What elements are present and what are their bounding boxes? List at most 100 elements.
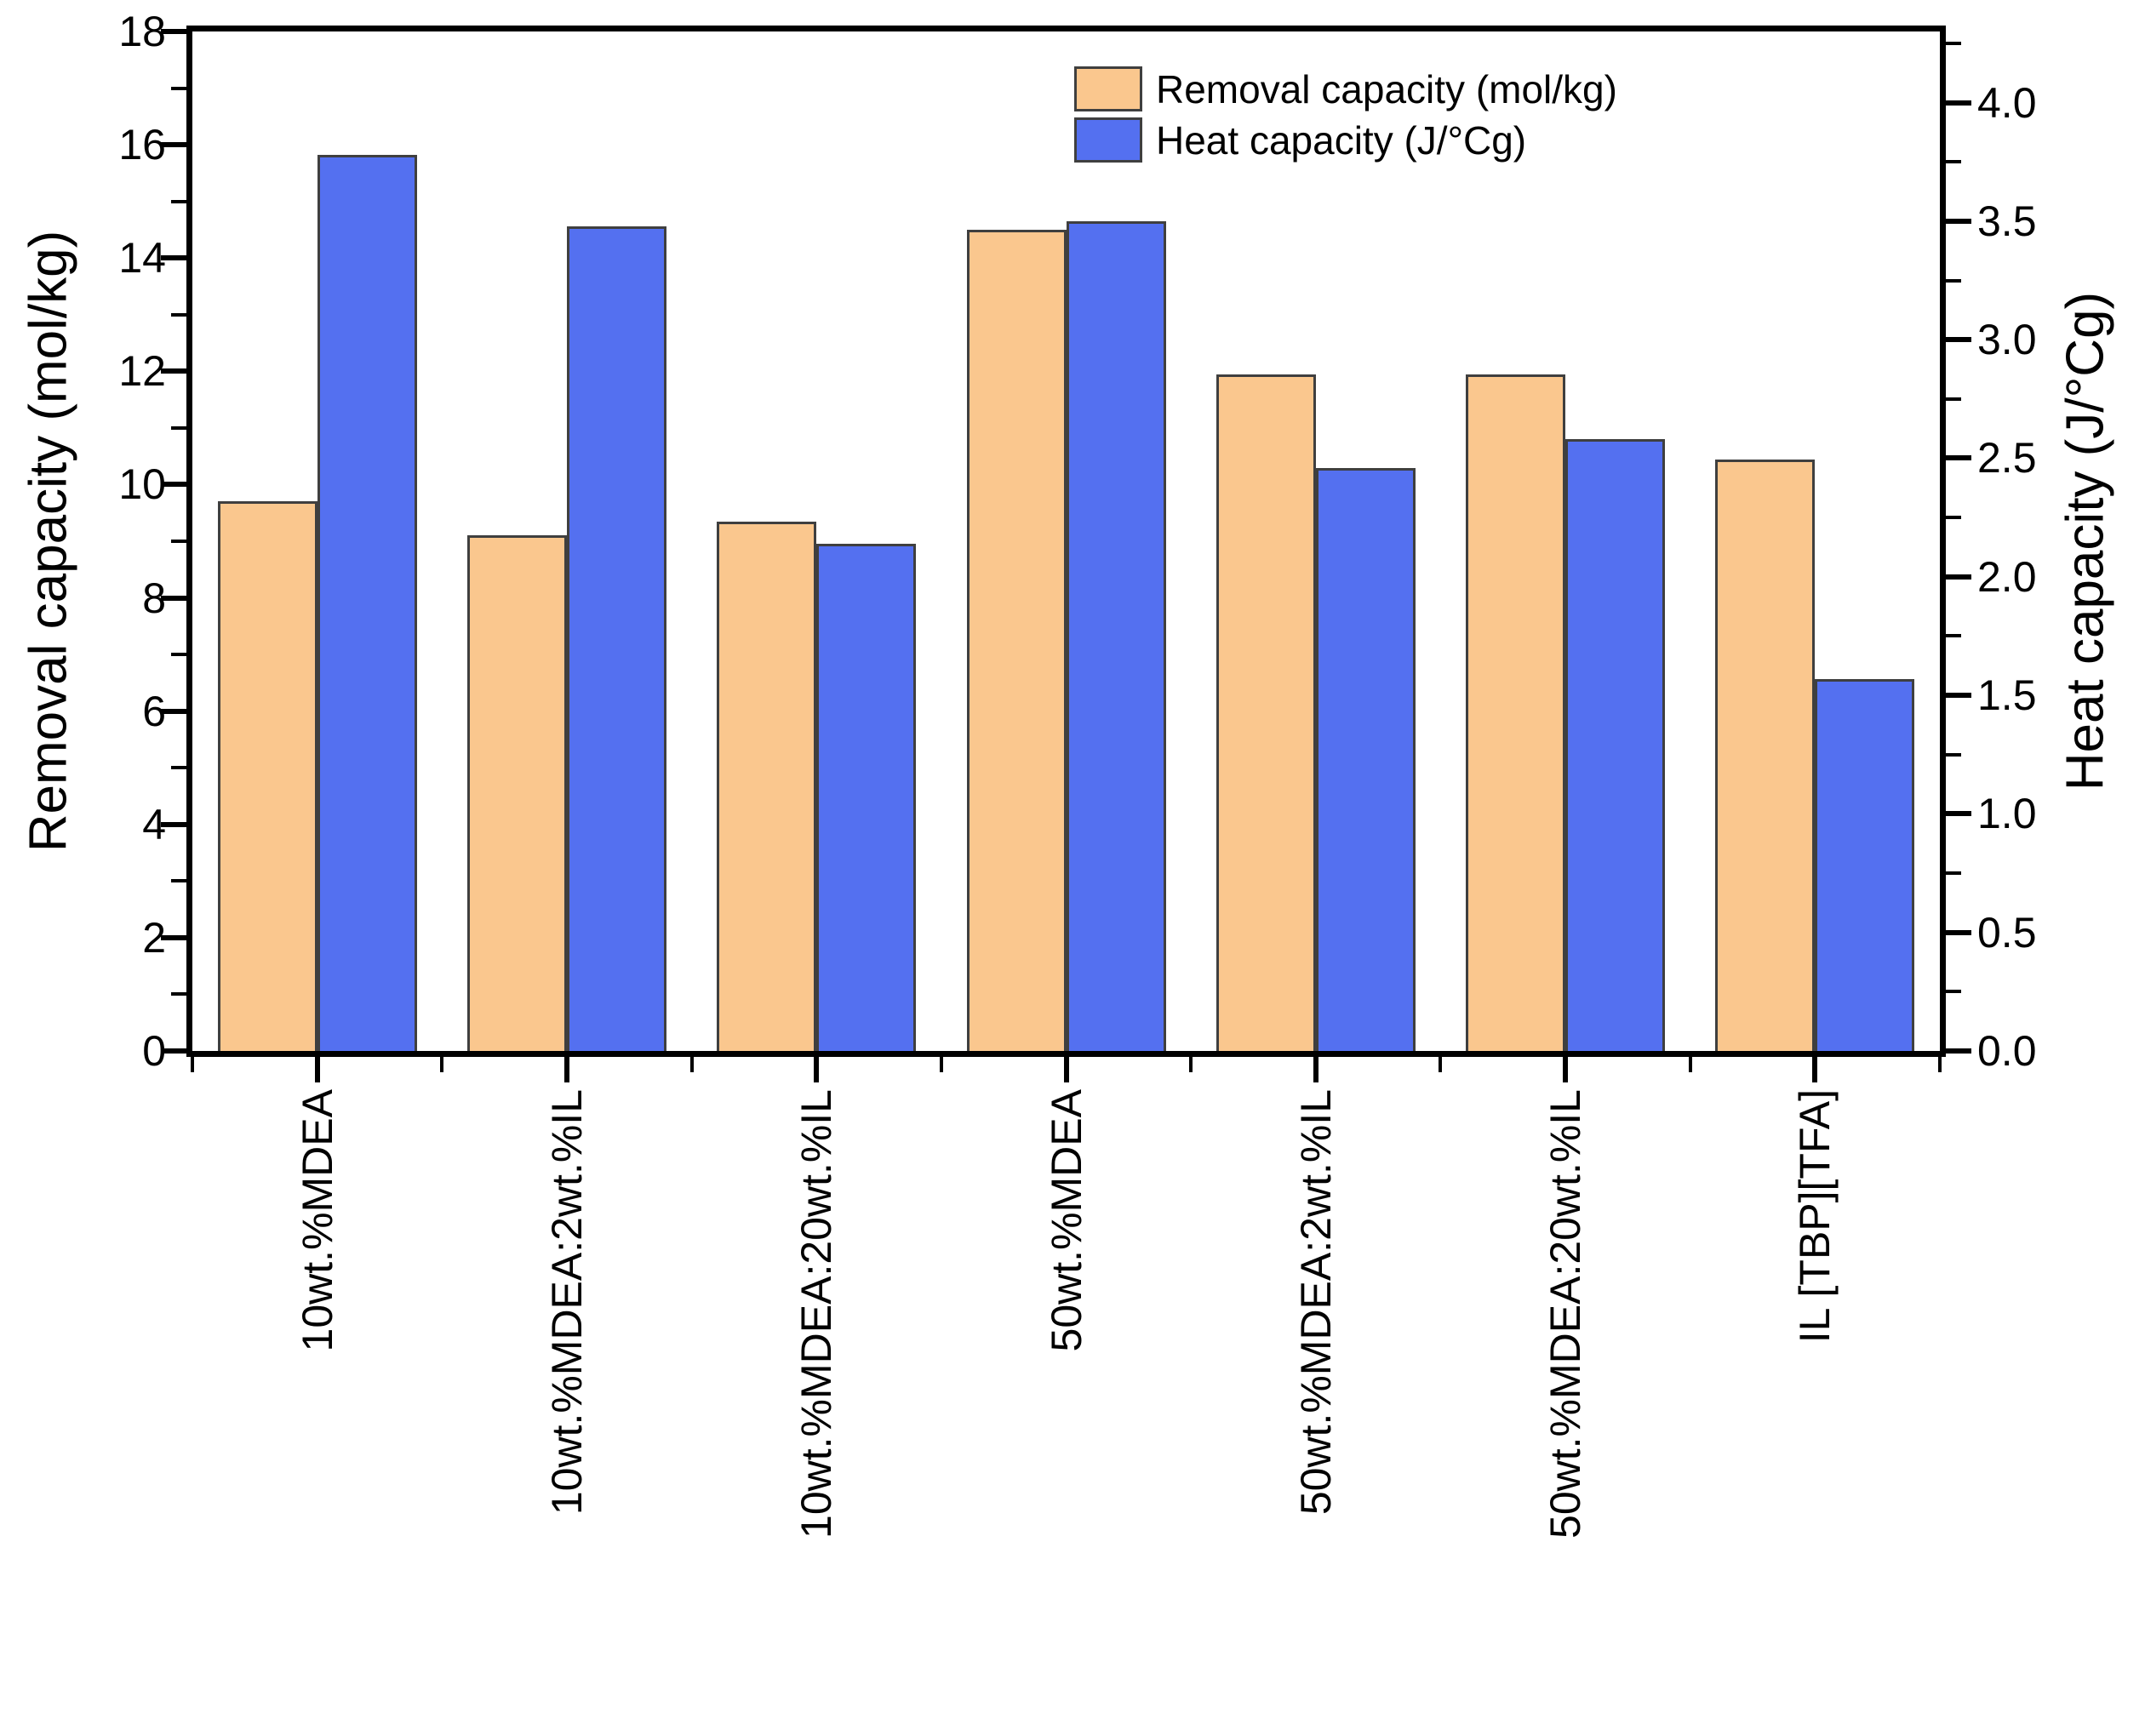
x-axis-major-tick <box>814 1057 820 1082</box>
legend-swatch-heat-capacity <box>1074 117 1142 163</box>
right-axis-minor-tick <box>1946 397 1961 401</box>
right-axis-tick-label: 4.0 <box>1977 78 2037 127</box>
legend-item-heat-capacity: Heat capacity (J/°Cg) <box>1074 117 1617 163</box>
left-axis-major-tick <box>161 934 186 940</box>
x-axis-major-tick <box>314 1057 320 1082</box>
left-axis-minor-tick <box>171 86 186 90</box>
bar-removal-capacity <box>1715 459 1816 1051</box>
bar-heat-capacity <box>816 543 917 1051</box>
x-axis-major-tick <box>563 1057 569 1082</box>
left-axis-tick-label: 18 <box>118 8 166 55</box>
left-axis-minor-tick <box>171 540 186 543</box>
right-axis-tick-label: 0.0 <box>1977 1027 2037 1075</box>
right-axis-minor-tick <box>1946 41 1961 45</box>
right-axis-major-tick <box>1946 218 1971 224</box>
bar-removal-capacity <box>717 521 817 1051</box>
plot-area: 0 2 4 6 8 10 12 14 16 18 0.0 0.5 1.0 1.5 2.0 2.5 3.0 3.5 4… <box>118 8 2036 1539</box>
left-axis-tick-label: 14 <box>118 234 166 283</box>
x-axis-tick-label: 10wt.%MDEA:20wt.%IL <box>792 1089 841 1539</box>
x-axis-minor-tick <box>191 1057 194 1072</box>
left-axis-tick-label: 4 <box>142 800 166 848</box>
right-axis-major-tick <box>1946 693 1971 699</box>
left-axis-tick-label: 12 <box>118 347 166 396</box>
left-axis-major-tick <box>161 595 186 601</box>
x-axis-tick-label: 50wt.%MDEA <box>1042 1089 1090 1352</box>
right-axis-tick-label: 1.0 <box>1977 790 2037 838</box>
legend-label-heat-capacity: Heat capacity (J/°Cg) <box>1156 117 1527 163</box>
bar-removal-capacity <box>966 229 1067 1051</box>
right-axis-tick-label: 2.0 <box>1977 552 2037 601</box>
right-axis-major-tick <box>1946 1048 1971 1054</box>
x-axis-minor-tick <box>1439 1057 1443 1072</box>
right-axis-minor-tick <box>1946 634 1961 638</box>
x-axis-minor-tick <box>1688 1057 1692 1072</box>
left-axis-major-tick <box>161 142 186 148</box>
right-axis-major-tick <box>1946 811 1971 817</box>
right-axis-major-tick <box>1946 337 1971 343</box>
x-axis-major-tick <box>1812 1057 1818 1082</box>
legend: Removal capacity (mol/kg) Heat capacity … <box>1074 66 1617 163</box>
left-axis-major-tick <box>161 29 186 34</box>
left-axis-title: Removal capacity (mol/kg) <box>19 230 78 853</box>
left-axis-minor-tick <box>171 425 186 430</box>
x-axis-tick-label: 10wt.%MDEA <box>293 1089 341 1352</box>
right-axis-minor-tick <box>1946 871 1961 876</box>
left-axis-minor-tick <box>171 992 186 996</box>
right-axis-tick-label: 3.0 <box>1977 316 2037 364</box>
left-axis-tick-label: 6 <box>142 687 166 735</box>
right-axis-major-tick <box>1946 574 1971 580</box>
left-axis-tick-label: 0 <box>142 1027 166 1075</box>
legend-label-removal-capacity: Removal capacity (mol/kg) <box>1156 66 1617 111</box>
x-axis-tick-label: 10wt.%MDEA:2wt.%IL <box>542 1089 591 1516</box>
left-axis-minor-tick <box>171 766 186 770</box>
right-axis-minor-tick <box>1946 278 1961 283</box>
left-axis-minor-tick <box>171 653 186 657</box>
left-axis-minor-tick <box>171 199 186 203</box>
right-axis-major-tick <box>1946 929 1971 935</box>
x-axis-tick-label: 50wt.%MDEA:20wt.%IL <box>1542 1089 1590 1539</box>
bar-heat-capacity <box>1815 678 1915 1051</box>
x-axis-major-tick <box>1063 1057 1069 1082</box>
bar-removal-capacity <box>217 501 317 1051</box>
bar-removal-capacity <box>466 535 567 1051</box>
left-axis-major-tick <box>161 368 186 374</box>
bar-heat-capacity <box>317 154 417 1051</box>
left-axis-major-tick <box>161 708 186 714</box>
left-axis-tick-label: 2 <box>142 913 166 962</box>
right-axis-minor-tick <box>1946 990 1961 994</box>
bar-heat-capacity <box>1066 220 1166 1051</box>
left-axis-tick-label: 16 <box>118 121 166 169</box>
x-axis-tick-label: IL [TBP][TFA] <box>1791 1089 1839 1344</box>
left-axis-major-tick <box>161 482 186 488</box>
left-axis-major-tick <box>161 1048 186 1054</box>
right-axis-title: Heat capacity (J/°Cg) <box>2056 291 2115 791</box>
x-axis-major-tick <box>1313 1057 1318 1082</box>
left-axis-minor-tick <box>171 312 186 317</box>
right-axis-major-tick <box>1946 455 1971 461</box>
right-axis-tick-label: 0.5 <box>1977 908 2037 957</box>
right-axis-tick-label: 2.5 <box>1977 434 2037 483</box>
bar-removal-capacity <box>1466 374 1566 1051</box>
left-axis-tick-label: 10 <box>118 460 166 509</box>
right-axis-minor-tick <box>1946 752 1961 757</box>
right-axis-minor-tick <box>1946 160 1961 164</box>
legend-item-removal-capacity: Removal capacity (mol/kg) <box>1074 66 1617 111</box>
x-axis-minor-tick <box>939 1057 943 1072</box>
x-axis-tick-label: 50wt.%MDEA:2wt.%IL <box>1291 1089 1340 1516</box>
bar-heat-capacity <box>566 226 666 1051</box>
right-axis-tick-label: 3.5 <box>1977 197 2037 245</box>
x-axis-minor-tick <box>689 1057 694 1072</box>
left-axis-minor-tick <box>171 879 186 883</box>
bar-removal-capacity <box>1216 374 1316 1051</box>
bar-heat-capacity <box>1565 439 1666 1051</box>
bar-heat-capacity <box>1315 467 1416 1051</box>
left-axis-tick-label: 8 <box>142 574 166 622</box>
right-axis-minor-tick <box>1946 516 1961 520</box>
x-axis-major-tick <box>1563 1057 1569 1082</box>
left-axis-major-tick <box>161 255 186 261</box>
x-axis-minor-tick <box>440 1057 444 1072</box>
x-axis-minor-tick <box>1189 1057 1193 1072</box>
right-axis-tick-label: 1.5 <box>1977 671 2037 720</box>
legend-swatch-removal-capacity <box>1074 66 1142 111</box>
